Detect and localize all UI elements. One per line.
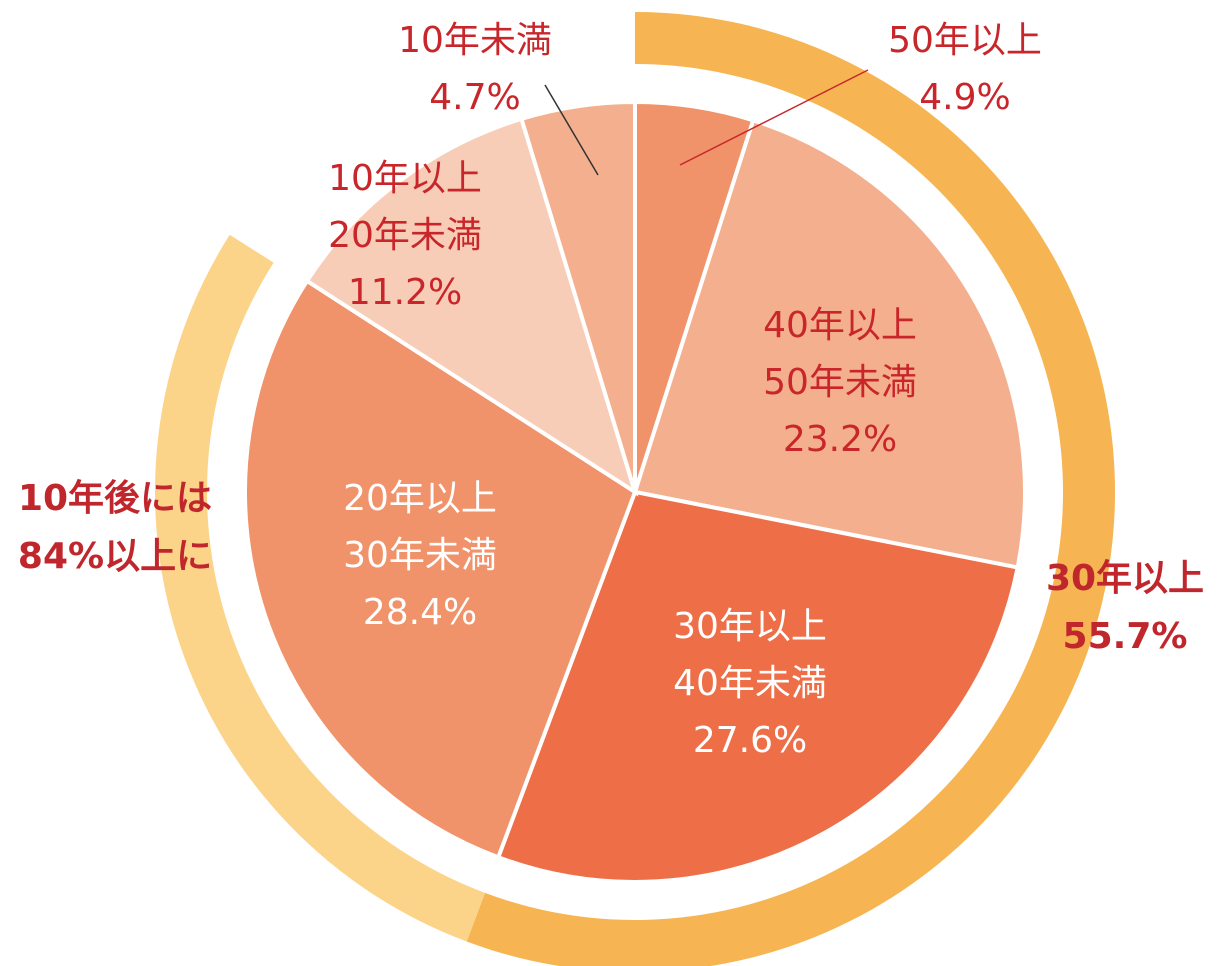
- slice-label: 10年以上: [328, 158, 482, 199]
- pie-slice: [519, 99, 637, 493]
- slice-label: 50年未満: [763, 362, 917, 403]
- pie-slice: [304, 116, 639, 497]
- annotation-label: 30年以上: [1046, 558, 1204, 599]
- slice-label: 20年以上: [343, 478, 497, 519]
- value-label: 11.2%: [348, 272, 462, 313]
- pie-slice: [632, 117, 1027, 570]
- value-label: 4.7%: [429, 77, 520, 118]
- slice-label: 40年未満: [673, 663, 827, 704]
- leader-line: [544, 84, 599, 176]
- value-label: 23.2%: [783, 419, 897, 460]
- slice-label: 10年未満: [398, 20, 552, 61]
- annotation-value: 55.7%: [1063, 616, 1188, 657]
- slice-label: 30年未満: [343, 535, 497, 576]
- annotation-label: 10年後には: [18, 478, 212, 519]
- slice-label: 40年以上: [763, 305, 917, 346]
- ring-arc: [154, 234, 485, 942]
- leader-line: [679, 69, 869, 166]
- slice-label: 30年以上: [673, 606, 827, 647]
- value-label: 27.6%: [693, 720, 807, 761]
- slice-label: 20年未満: [328, 215, 482, 256]
- pie-slice: [243, 278, 638, 860]
- pie-slice: [495, 489, 1020, 884]
- value-label: 28.4%: [363, 592, 477, 633]
- annotation-value: 84%以上に: [18, 536, 212, 577]
- value-label: 4.9%: [919, 77, 1010, 118]
- slice-label: 50年以上: [888, 20, 1042, 61]
